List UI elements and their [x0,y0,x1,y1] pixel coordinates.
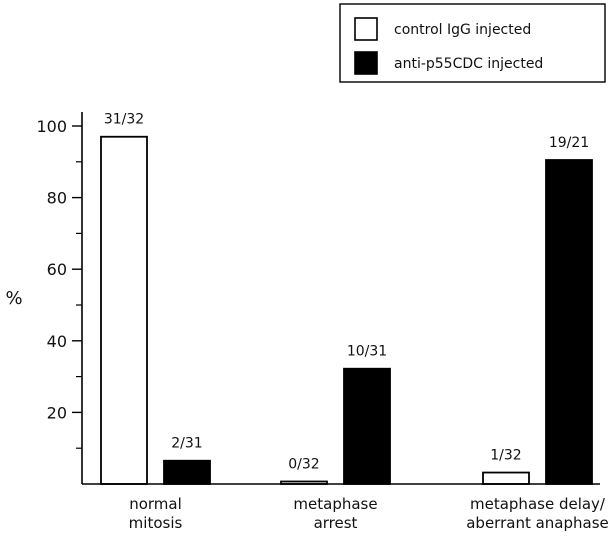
legend-entry: anti-p55CDC injected [394,56,543,72]
legend-entry: control IgG injected [394,22,531,38]
category-label: normal [129,495,182,513]
y-tick-label: 20 [47,403,67,422]
category-label: arrest [314,514,358,532]
legend-box [339,3,606,83]
legend-swatch [354,51,378,75]
bar [163,459,211,485]
data-label: 0/32 [288,456,319,472]
category-label: mitosis [129,514,183,532]
data-label: 1/32 [490,448,521,464]
y-tick-label: 40 [47,332,67,351]
category-label: metaphase delay/ [470,495,606,513]
bar [482,471,530,485]
data-label: 31/32 [104,112,144,128]
legend-swatch [354,17,378,41]
category-label: metaphase [293,495,377,513]
y-tick-label: 80 [47,189,67,208]
legend: control IgG injected anti-p55CDC injected [339,3,606,83]
bar [343,367,391,485]
bar [100,135,148,485]
y-tick-label: 60 [47,260,67,279]
category-label: aberrant anaphase [466,514,609,532]
y-tick-label: 100 [36,117,67,136]
bars: 31/32 2/31 0/32 10/31 1/32 19/21 [100,112,593,485]
data-label: 2/31 [171,436,202,452]
bar [545,159,593,485]
y-axis-label: % [5,288,22,309]
data-label: 19/21 [549,135,589,151]
data-label: 10/31 [347,344,387,360]
